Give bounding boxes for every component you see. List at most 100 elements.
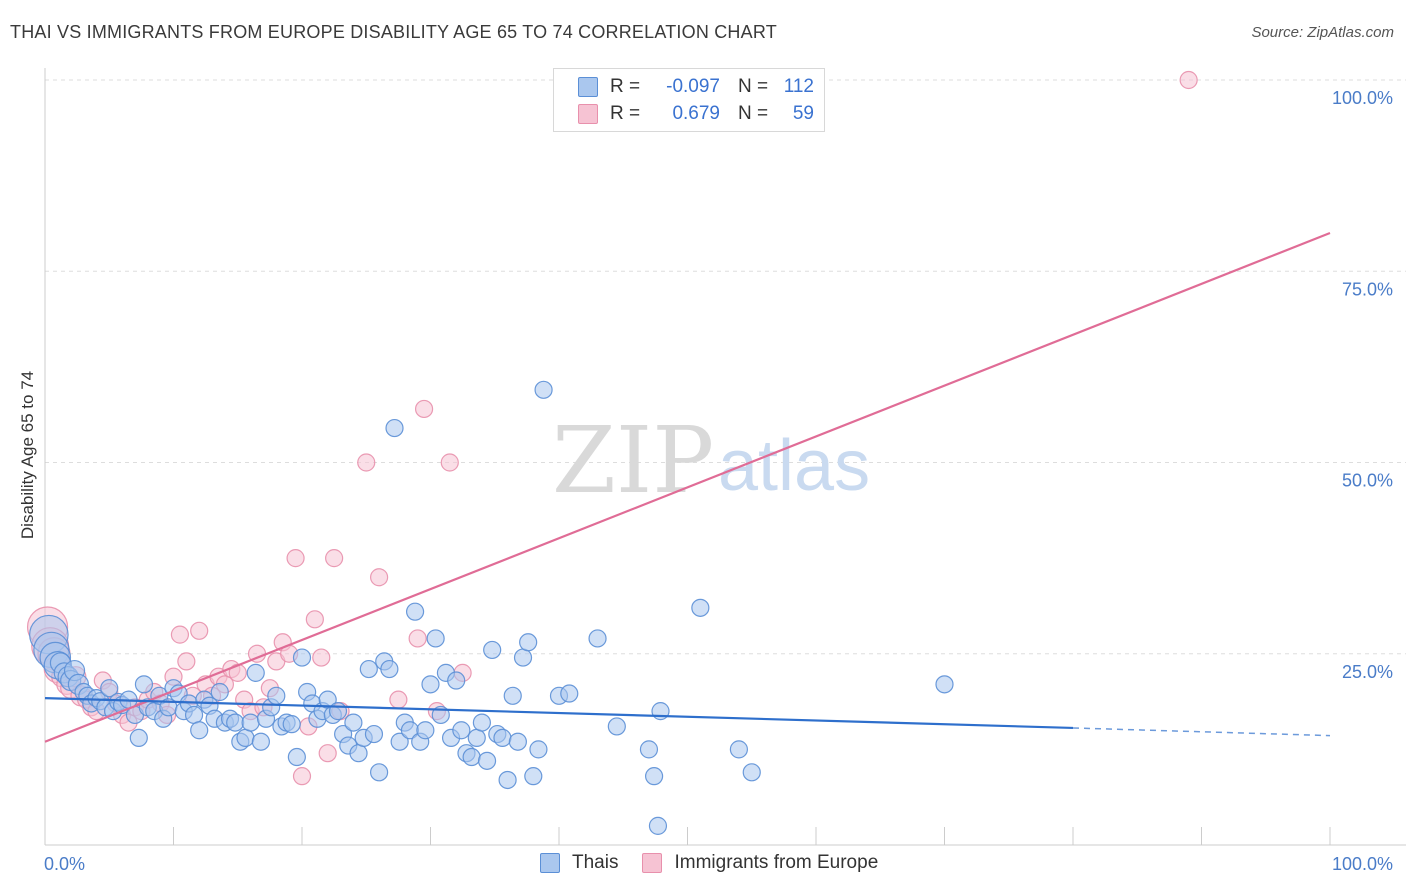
trendline-thais-extension bbox=[1072, 727, 1331, 737]
point-thais bbox=[236, 728, 255, 748]
point-thais bbox=[513, 648, 533, 667]
point-thais bbox=[607, 717, 626, 736]
point-immigrants-from-europe bbox=[318, 744, 337, 763]
point-thais bbox=[226, 713, 245, 732]
point-thais bbox=[100, 679, 119, 698]
point-immigrants-from-europe bbox=[292, 767, 312, 786]
watermark-zip: ZIP bbox=[552, 407, 714, 514]
watermark: ZIP atlas bbox=[552, 407, 870, 514]
point-thais bbox=[462, 747, 481, 767]
point-thais bbox=[498, 770, 517, 790]
point-thais bbox=[472, 713, 491, 732]
trendlines bbox=[44, 231, 1331, 743]
point-thais bbox=[452, 721, 471, 740]
y-tick-label: 75.0% bbox=[1342, 279, 1393, 299]
point-thais bbox=[519, 633, 538, 652]
point-thais bbox=[935, 675, 954, 694]
legend-label-thais: Thais bbox=[572, 852, 619, 873]
point-thais bbox=[129, 728, 148, 748]
point-immigrants-from-europe bbox=[170, 625, 190, 644]
point-thais bbox=[359, 659, 378, 679]
point-thais bbox=[282, 715, 301, 734]
chart-title: THAI VS IMMIGRANTS FROM EUROPE DISABILIT… bbox=[10, 22, 777, 42]
point-thais bbox=[588, 629, 607, 648]
point-immigrants-from-europe bbox=[286, 549, 305, 568]
y-tick-label: 100.0% bbox=[1332, 88, 1393, 108]
point-immigrants-from-europe bbox=[408, 629, 427, 648]
point-thais bbox=[344, 713, 363, 732]
legend-item-thais: Thais bbox=[540, 852, 618, 874]
point-thais bbox=[503, 686, 522, 705]
legend-label-immigrants: Immigrants from Europe bbox=[674, 852, 879, 873]
point-thais bbox=[287, 747, 306, 767]
point-thais bbox=[405, 602, 425, 621]
y-tick-labels: 25.0% 50.0% 75.0% 100.0% bbox=[1332, 88, 1393, 682]
point-thais bbox=[467, 728, 486, 748]
point-immigrants-from-europe bbox=[370, 568, 389, 587]
point-immigrants-from-europe bbox=[177, 652, 196, 671]
point-thais bbox=[691, 598, 710, 617]
point-thais bbox=[524, 767, 543, 786]
series-thais bbox=[29, 380, 954, 835]
point-thais bbox=[349, 744, 368, 763]
point-thais bbox=[246, 663, 265, 682]
point-thais bbox=[529, 740, 548, 759]
trendline-immigrants-from-europe bbox=[44, 231, 1331, 743]
point-thais bbox=[729, 740, 749, 759]
point-immigrants-from-europe bbox=[305, 610, 324, 629]
point-thais bbox=[251, 732, 270, 751]
point-thais bbox=[447, 671, 466, 690]
point-thais bbox=[380, 659, 399, 679]
legend-r-label: R = bbox=[610, 103, 641, 124]
x-tick-label: 0.0% bbox=[44, 854, 85, 874]
point-thais bbox=[241, 713, 260, 732]
axes bbox=[44, 68, 1406, 846]
chart-source: Source: ZipAtlas.com bbox=[1251, 24, 1394, 41]
legend-item-immigrants: Immigrants from Europe bbox=[642, 852, 878, 874]
point-immigrants-from-europe bbox=[389, 690, 408, 709]
point-thais bbox=[648, 816, 668, 835]
point-immigrants-from-europe bbox=[1179, 70, 1198, 90]
point-thais bbox=[639, 740, 659, 759]
legend-r-value: 0.679 bbox=[672, 103, 720, 124]
point-thais bbox=[534, 380, 553, 399]
point-thais bbox=[477, 751, 497, 770]
point-immigrants-from-europe bbox=[440, 453, 459, 472]
legend-swatch-pink bbox=[578, 104, 598, 124]
point-thais bbox=[390, 732, 409, 751]
legend-n-label: N = bbox=[738, 103, 769, 124]
legend-swatch-immigrants bbox=[642, 853, 663, 873]
point-thais bbox=[184, 705, 204, 725]
point-thais bbox=[190, 721, 209, 740]
point-thais bbox=[483, 640, 502, 660]
point-thais bbox=[742, 763, 761, 782]
legend-swatch-thais bbox=[540, 853, 560, 873]
point-immigrants-from-europe bbox=[414, 399, 434, 419]
point-thais bbox=[267, 686, 286, 705]
legend-swatch-blue bbox=[578, 77, 598, 97]
point-thais bbox=[370, 763, 389, 782]
gridlines bbox=[45, 79, 1406, 655]
legend-n-label: N = bbox=[738, 76, 769, 97]
legend-r-label: R = bbox=[610, 76, 641, 97]
point-thais bbox=[416, 721, 435, 740]
point-thais bbox=[508, 732, 527, 751]
legend-r-value: -0.097 bbox=[666, 76, 720, 97]
point-thais bbox=[364, 724, 384, 744]
point-thais bbox=[560, 684, 579, 703]
point-thais bbox=[292, 648, 312, 667]
trendline-thais bbox=[44, 697, 1074, 730]
legend-n-value: 59 bbox=[792, 103, 814, 124]
point-thais bbox=[328, 702, 348, 721]
legend-row-thais: R = -0.097 N = 112 bbox=[578, 75, 814, 99]
legend-n-value: 112 bbox=[783, 76, 814, 97]
point-thais bbox=[426, 629, 445, 648]
y-tick-label: 50.0% bbox=[1342, 471, 1393, 491]
point-immigrants-from-europe bbox=[312, 648, 331, 667]
point-thais bbox=[134, 675, 154, 694]
point-immigrants-from-europe bbox=[325, 549, 344, 568]
y-tick-label: 25.0% bbox=[1342, 662, 1393, 682]
point-thais bbox=[644, 767, 664, 786]
point-thais bbox=[210, 682, 229, 702]
